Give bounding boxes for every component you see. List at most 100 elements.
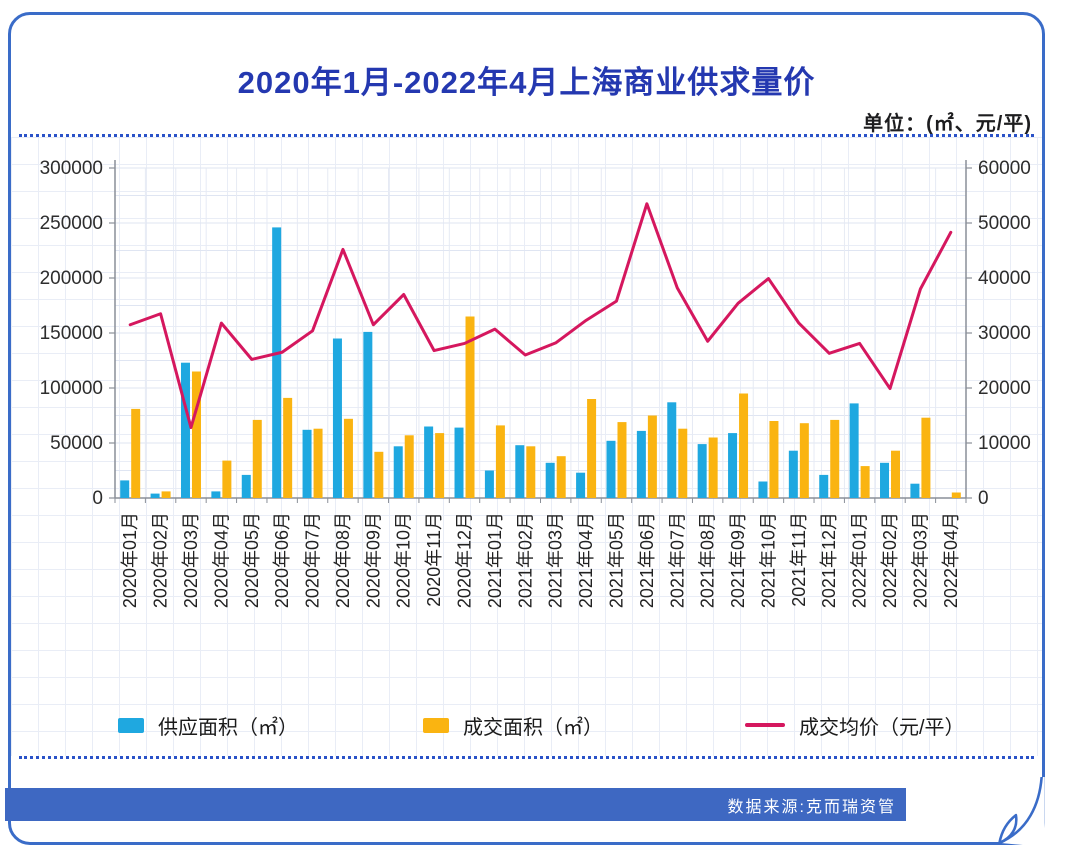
bar-supply <box>393 446 403 498</box>
bar-deal <box>799 423 809 498</box>
legend: 供应面积（㎡） 成交面积（㎡） 成交均价（元/平） <box>11 710 1042 740</box>
price-line-swatch-icon <box>745 723 785 727</box>
bar-deal <box>222 460 232 498</box>
bar-deal <box>617 422 627 498</box>
bottom-dotted-rule <box>19 756 1034 759</box>
bar-deal <box>252 419 262 498</box>
bar-supply <box>515 445 525 498</box>
bar-supply <box>545 462 555 498</box>
legend-label-price: 成交均价（元/平） <box>799 716 965 739</box>
bar-deal <box>556 456 566 498</box>
bar-supply <box>484 470 494 498</box>
right-tick-label: 10000 <box>978 433 1031 454</box>
bar-supply <box>211 491 221 498</box>
x-category-label: 2021年07月 <box>667 512 687 608</box>
bar-supply <box>849 403 859 498</box>
legend-item-supply: 供应面积（㎡） <box>118 710 298 740</box>
left-tick-label: 50000 <box>50 433 103 454</box>
price-line <box>128 202 953 430</box>
chart-card: 2020年1月-2022年4月上海商业供求量价 单位：(㎡、元/平) 0 5000… <box>5 12 1045 847</box>
bar-deal <box>678 428 688 498</box>
legend-item-deal: 成交面积（㎡） <box>423 710 603 740</box>
bar-supply <box>697 444 707 498</box>
bar-deal <box>526 446 536 498</box>
unit-label: 单位：(㎡、元/平) <box>863 113 1032 135</box>
x-category-label: 2020年06月 <box>272 512 292 608</box>
bar-deal <box>374 451 384 498</box>
bar-supply <box>667 402 677 498</box>
x-category-label: 2021年10月 <box>758 512 778 608</box>
deal-swatch-icon <box>423 717 449 733</box>
left-tick-label: 100000 <box>40 378 103 399</box>
x-category-label: 2021年12月 <box>819 512 839 608</box>
bar-supply <box>272 227 282 498</box>
left-tick-label: 150000 <box>40 323 103 344</box>
right-tick-label: 60000 <box>978 158 1031 179</box>
x-category-label: 2020年04月 <box>211 512 231 608</box>
right-tick-label: 20000 <box>978 378 1031 399</box>
bar-deal <box>343 418 353 498</box>
x-category-label: 2021年03月 <box>546 512 566 608</box>
x-category-label: 2020年12月 <box>455 512 475 608</box>
bar-supply <box>606 440 616 498</box>
bar-supply <box>150 493 160 498</box>
bar-deal <box>495 425 505 498</box>
legend-label-deal: 成交面积（㎡） <box>463 716 603 739</box>
bar-supply <box>454 427 464 498</box>
bar-deal <box>860 466 870 498</box>
bar-supply <box>241 474 251 498</box>
x-category-label: 2021年04月 <box>576 512 596 608</box>
bar-deal <box>708 437 718 498</box>
x-category-label: 2021年09月 <box>728 512 748 608</box>
source-text: 数据来源:克而瑞资管 <box>727 798 896 816</box>
x-category-label: 2022年02月 <box>880 512 900 608</box>
chart-band: 0 50000 100000 150000 200000 250000 300000 0 100… <box>11 137 1042 756</box>
bar-deal <box>769 421 779 498</box>
x-category-label: 2020年08月 <box>333 512 353 608</box>
bar-deal <box>404 435 414 498</box>
top-dotted-rule <box>19 134 1034 137</box>
bar-supply <box>120 480 130 498</box>
left-tick-label: 250000 <box>40 213 103 234</box>
bar-deal <box>891 450 901 498</box>
x-category-label: 2020年09月 <box>363 512 383 608</box>
bar-deal <box>161 491 171 498</box>
bar-supply <box>180 362 190 498</box>
bar-deal <box>191 371 201 498</box>
bar-deal <box>313 428 323 498</box>
bar-supply <box>819 474 829 498</box>
right-tick-label: 30000 <box>978 323 1031 344</box>
left-tick-label: 300000 <box>40 158 103 179</box>
bar-supply <box>788 450 798 498</box>
x-category-label: 2020年02月 <box>151 512 171 608</box>
bar-deal <box>283 397 293 498</box>
bar-supply <box>728 433 738 498</box>
bar-deal <box>739 393 749 498</box>
x-category-label: 2020年01月 <box>120 512 140 608</box>
right-tick-label: 40000 <box>978 268 1031 289</box>
legend-item-price: 成交均价（元/平） <box>745 710 965 740</box>
x-category-label: 2021年11月 <box>789 512 809 607</box>
page-curl-icon <box>998 777 1045 847</box>
source-bar: 数据来源:克而瑞资管 <box>5 788 906 821</box>
x-category-label: 2020年05月 <box>242 512 262 608</box>
x-category-label: 2020年03月 <box>181 512 201 608</box>
supply-swatch-icon <box>118 717 144 733</box>
page-title: 2020年1月-2022年4月上海商业供求量价 <box>237 65 816 100</box>
x-category-label: 2021年08月 <box>698 512 718 608</box>
bar-supply <box>758 481 768 498</box>
x-category-label: 2020年11月 <box>424 512 444 607</box>
bar-deal <box>647 415 657 498</box>
bar-supply <box>302 429 312 498</box>
x-category-label: 2021年01月 <box>485 512 505 608</box>
bar-deal <box>951 492 961 498</box>
right-tick-label: 0 <box>978 488 989 509</box>
bar-supply <box>910 483 920 498</box>
bar-deal <box>435 433 445 498</box>
bar-supply <box>363 331 373 498</box>
x-category-label: 2021年05月 <box>606 512 626 608</box>
x-category-label: 2021年02月 <box>515 512 535 608</box>
bar-deal <box>921 417 931 498</box>
chart-canvas: 0 50000 100000 150000 200000 250000 300000 0 100… <box>40 158 1031 608</box>
